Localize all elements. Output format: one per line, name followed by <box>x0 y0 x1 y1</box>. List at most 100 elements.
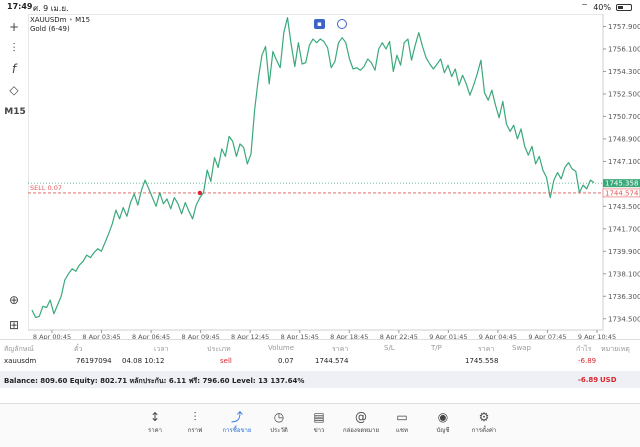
y-tick-label: 1738.100 <box>608 270 640 278</box>
row-profit: -6.89 <box>578 357 597 365</box>
row-volume: 0.07 <box>278 357 294 365</box>
bid-price-label: 1745.358 <box>605 180 638 188</box>
indicators-icon[interactable]: f <box>11 62 17 76</box>
tab-chart[interactable]: ⫶ กราฟ <box>173 409 217 435</box>
one-click-trading: ▪ <box>314 19 347 29</box>
position-price-box <box>602 188 640 198</box>
status-right: ⌔ 40% <box>581 2 632 12</box>
chart-toolbar: + ⫶ f ◇ M15 ⊕ ⊞ <box>0 14 28 339</box>
symbol-info: XAUUSDm • M15 Gold (6-49) <box>30 16 91 33</box>
tab-chat[interactable]: ▭ แชท <box>380 409 424 435</box>
tab-news[interactable]: ▤ ข่าว <box>297 409 341 435</box>
status-date: ศ. 9 เม.ย. <box>33 4 69 13</box>
y-tick-label: 1743.500 <box>608 203 640 211</box>
x-tick-label: 8 Apr 03:45 <box>82 333 120 339</box>
quotes-icon: ↕ <box>149 410 161 424</box>
trade-panel-icon[interactable]: ▪ <box>314 19 325 29</box>
sell-entry-marker <box>197 190 203 196</box>
x-tick-label: 9 Apr 07:45 <box>528 333 566 339</box>
timeframe-button[interactable]: M15 <box>4 107 26 117</box>
x-tick-label: 8 Apr 22:45 <box>380 333 418 339</box>
y-tick-label: 1754.300 <box>608 68 640 76</box>
x-tick-label: 8 Apr 15:45 <box>281 333 319 339</box>
y-tick-label: 1747.100 <box>608 158 640 166</box>
bottom-tab-bar: ↕ ราคา ⫶ กราฟ ⤴ การซื้อขาย ◷ ประวัติ ▤ ข่าว @… <box>0 403 640 447</box>
header-type: ประเภท <box>207 345 231 353</box>
tab-history[interactable]: ◷ ประวัติ <box>257 409 301 435</box>
objects-icon[interactable]: ◇ <box>9 83 19 97</box>
y-tick-label: 1757.900 <box>608 23 640 31</box>
chart-canvas: 1757.900 1756.100 1754.300 1752.500 1750.700… <box>28 14 640 339</box>
symbol-description: Gold (6-49) <box>30 25 70 33</box>
quick-trade-icon[interactable] <box>337 19 347 29</box>
balance-bar: Balance: 809.60 Equity: 802.71 หลักประกั… <box>0 371 640 388</box>
header-volume: Volume <box>268 344 295 352</box>
price-series-line <box>31 17 595 319</box>
y-tick-label: 1748.900 <box>608 135 640 143</box>
status-time: 17:49 <box>7 2 33 11</box>
balance-currency: USD <box>600 376 617 384</box>
y-tick-label: 1741.700 <box>608 225 640 233</box>
header-swap: Swap <box>512 344 531 352</box>
x-tick-label: 8 Apr 09:45 <box>182 333 220 339</box>
balance-profit: -6.89 <box>578 376 599 384</box>
add-icon[interactable]: ⊞ <box>8 318 20 332</box>
wifi-icon: ⌔ <box>580 2 589 11</box>
symbol-timeframe: M15 <box>75 16 91 24</box>
bid-price-box <box>603 179 640 188</box>
battery-icon <box>616 3 632 11</box>
header-sl: S/L <box>384 344 395 352</box>
y-tick-label: 1750.700 <box>608 113 640 121</box>
tab-settings[interactable]: ⚙ การตั้งค่า <box>462 409 506 435</box>
balance-text: Balance: 809.60 Equity: 802.71 หลักประกั… <box>4 377 305 385</box>
account-icon: ◉ <box>437 410 449 424</box>
header-price: ราคา <box>332 345 349 353</box>
status-bar: 17:49 ศ. 9 เม.ย. ⌔ 40% <box>0 0 640 14</box>
header-profit: กำไร <box>576 345 592 353</box>
x-tick-label: 9 Apr 10:45 <box>578 333 616 339</box>
mailbox-icon: @ <box>355 410 367 424</box>
tab-account[interactable]: ◉ บัญชี <box>421 409 465 435</box>
y-tick-label: 1739.900 <box>608 248 640 256</box>
header-comment: หมายเหตุ <box>601 345 630 353</box>
symbol-name: XAUUSDm <box>30 16 67 24</box>
zoom-icon[interactable]: ⊕ <box>8 293 20 307</box>
row-type: sell <box>220 357 232 365</box>
trade-table-header: สัญลักษณ์ ตั๋ว เวลา ประเภท Volume ราคา S… <box>0 339 640 353</box>
y-tick-label: 1734.500 <box>608 315 640 323</box>
y-tick-label: 1736.300 <box>608 293 640 301</box>
x-tick-label: 8 Apr 06:45 <box>132 333 170 339</box>
row-current-price: 1745.558 <box>465 357 499 365</box>
x-tick-label: 8 Apr 00:45 <box>33 333 71 339</box>
settings-icon: ⚙ <box>478 410 490 424</box>
x-tick-label: 9 Apr 01:45 <box>429 333 467 339</box>
price-chart[interactable]: 1757.900 1756.100 1754.300 1752.500 1750.700… <box>28 14 640 339</box>
row-open-price: 1744.574 <box>315 357 349 365</box>
chart-icon: ⫶ <box>193 410 197 424</box>
x-tick-label: 8 Apr 12:45 <box>231 333 269 339</box>
row-ticket: 76197094 <box>76 357 112 365</box>
position-price-label: 1744.574 <box>605 189 639 197</box>
header-time: เวลา <box>154 345 169 353</box>
table-row[interactable]: xauusdm 76197094 04.08 10:12 sell 0.07 1… <box>0 353 640 371</box>
header-tp: T/P <box>431 344 442 352</box>
crosshair-icon[interactable]: + <box>8 20 20 34</box>
battery-percent: 40% <box>593 2 611 12</box>
trade-icon: ⤴ <box>230 410 243 424</box>
x-tick-label: 9 Apr 04:45 <box>479 333 517 339</box>
plot-frame <box>28 14 604 331</box>
tab-quotes[interactable]: ↕ ราคา <box>133 409 177 435</box>
header-ticket: ตั๋ว <box>74 345 83 353</box>
header-symbol: สัญลักษณ์ <box>4 345 34 353</box>
y-tick-label: 1756.100 <box>608 45 640 53</box>
tab-trade[interactable]: ⤴ การซื้อขาย <box>215 409 259 435</box>
chat-icon: ▭ <box>396 410 408 424</box>
row-symbol: xauusdm <box>4 357 37 365</box>
header-current-price: ราคา <box>478 345 495 353</box>
news-icon: ▤ <box>313 410 325 424</box>
chart-type-icon[interactable]: ⫶ <box>12 40 16 55</box>
tab-mailbox[interactable]: @ กล่องจดหมาย <box>339 409 383 435</box>
x-tick-label: 8 Apr 18:45 <box>330 333 368 339</box>
sell-position-label: SELL 0.07 <box>30 184 62 192</box>
y-tick-label: 1752.500 <box>608 90 640 98</box>
